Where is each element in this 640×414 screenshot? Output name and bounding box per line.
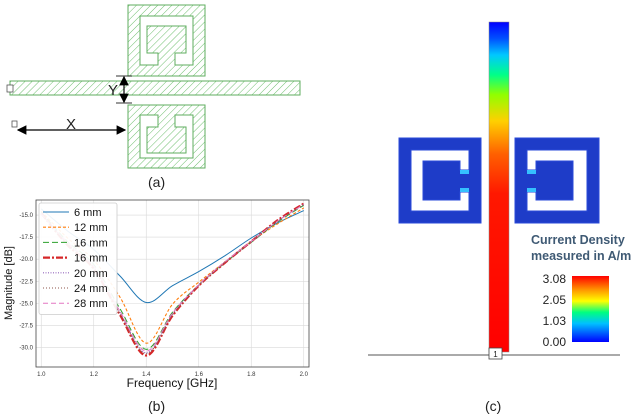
scale-tick-0: 3.08 — [543, 272, 567, 286]
color-scale-title: Current Density measured in A/m — [531, 232, 631, 264]
right-resonator-current — [514, 137, 600, 224]
x-tick-label-0: 1.0 — [37, 372, 46, 378]
legend-label-3: 16 mm — [74, 253, 108, 265]
feed-line — [9, 80, 301, 96]
scale-tick-1: 2.05 — [543, 293, 567, 307]
legend-label-1: 12 mm — [74, 222, 108, 234]
series-line-6 — [40, 203, 305, 352]
x-tick-label-5: 2.0 — [300, 372, 309, 378]
legend-label-6: 28 mm — [74, 298, 108, 310]
y-tick-label-6: -30.0 — [19, 346, 33, 352]
port-label: 1 — [493, 350, 498, 359]
x-tick-label-4: 1.8 — [247, 372, 256, 378]
color-scale-ticks: 3.08 2.05 1.03 0.00 — [543, 272, 567, 349]
y-tick-label-2: -20.0 — [19, 257, 33, 263]
panel-c-label: (c) — [485, 398, 502, 414]
scale-tick-2: 1.03 — [543, 314, 567, 328]
color-scale-title-line-1: Current Density — [531, 233, 625, 247]
central-strip-current — [488, 21, 510, 353]
panel-a-label: (a) — [148, 174, 166, 190]
color-scale-title-line-2: measured in A/m — [531, 249, 632, 263]
legend-box — [38, 202, 118, 315]
legend-label-0: 6 mm — [74, 207, 102, 219]
y-tick-label-4: -25.0 — [19, 301, 33, 307]
frequency-response-chart: 1.0 1.2 1.4 1.6 1.8 2.0 -15.0 -17.5 -20.0 -22.5 -2… — [3, 199, 310, 390]
x-tick-label-1: 1.2 — [90, 372, 99, 378]
x-dimension-label: X — [66, 116, 76, 133]
y-tick-label-5: -27.5 — [19, 323, 33, 329]
color-scale-bar — [572, 276, 609, 342]
x-axis-title: Frequency [GHz] — [127, 376, 218, 390]
x-tick-label-2: 1.4 — [142, 372, 151, 378]
plot-frame — [35, 199, 310, 368]
port-marker — [6, 84, 14, 93]
current-density-plot: 1 3.08 2.05 1.03 0.00 — [368, 21, 620, 360]
panel-b-label: (b) — [148, 398, 166, 414]
scale-tick-3: 0.00 — [543, 335, 567, 349]
y-dimension-label: Y — [108, 82, 118, 99]
y-tick-label-0: -15.0 — [19, 213, 33, 219]
x-tick-label-3: 1.6 — [195, 372, 204, 378]
y-tick-label-1: -17.5 — [19, 235, 33, 241]
panel-a-drawing: Y X — [6, 4, 301, 169]
y-tick-label-3: -22.5 — [19, 279, 33, 285]
left-resonator-current — [398, 137, 482, 224]
y-axis-title: Magnitude [dB] — [3, 246, 15, 320]
port-box — [488, 347, 503, 360]
legend-label-5: 24 mm — [74, 283, 108, 295]
upper-resonator — [127, 4, 206, 77]
legend-label-2: 16 mm — [74, 237, 108, 249]
lower-resonator — [127, 104, 206, 169]
legend-label-4: 20 mm — [74, 268, 108, 280]
